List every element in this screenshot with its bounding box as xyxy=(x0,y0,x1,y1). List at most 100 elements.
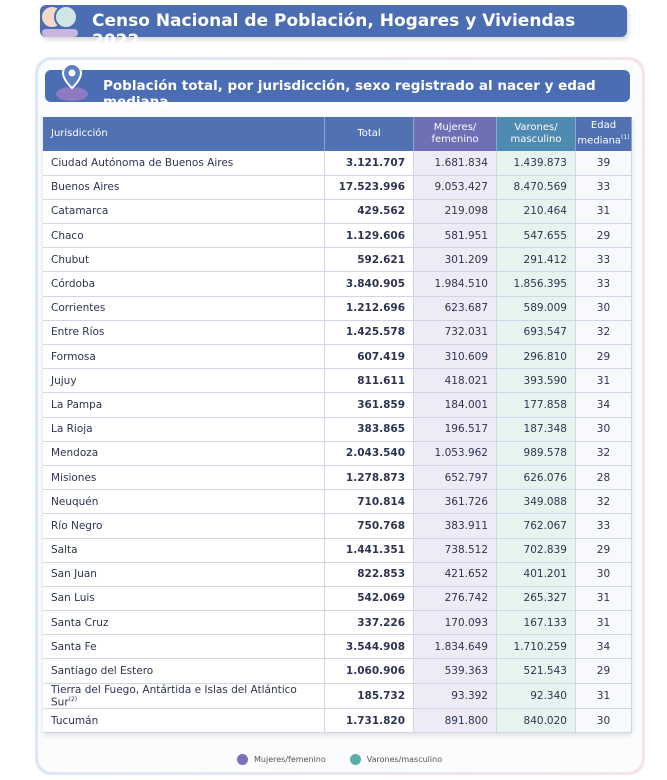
table-cell: 811.611 xyxy=(324,368,415,394)
table-cell: 167.133 xyxy=(496,610,576,636)
table-cell: 1.439.873 xyxy=(496,151,576,176)
cell-text: Salta xyxy=(51,544,78,557)
table-cell: San Juan xyxy=(43,562,326,587)
table-cell: 33 xyxy=(575,247,633,273)
table-row: Tucumán 1.731.820 891.800 840.020 30 xyxy=(43,708,633,734)
table-cell: 39 xyxy=(575,151,633,176)
table-cell: 1.278.873 xyxy=(324,465,415,491)
panel-icon xyxy=(56,62,88,101)
table-cell: 30 xyxy=(575,296,633,321)
table-cell: La Rioja xyxy=(43,417,326,442)
table-cell: 592.621 xyxy=(324,247,415,273)
table-cell: 28 xyxy=(575,465,633,491)
cell-text: 30 xyxy=(596,714,611,727)
table-cell: 337.226 xyxy=(324,610,415,636)
table-cell: Salta xyxy=(43,538,326,563)
cell-text: 1.984.510 xyxy=(434,278,488,291)
table-cell: 3.121.707 xyxy=(324,151,415,176)
table-cell: 383.911 xyxy=(413,513,497,539)
table-cell: Neuquén xyxy=(43,489,326,515)
table-cell: Buenos Aires xyxy=(43,175,326,200)
cell-text: 542.069 xyxy=(357,592,406,605)
cell-text: 30 xyxy=(596,568,611,581)
table-cell: Catamarca xyxy=(43,199,326,225)
table-cell: Santa Cruz xyxy=(43,610,326,636)
table-cell: 291.412 xyxy=(496,247,576,273)
table-cell: 310.609 xyxy=(413,344,497,370)
table-cell: 29 xyxy=(575,344,633,370)
table-cell: 34 xyxy=(575,634,633,660)
table-cell: 32 xyxy=(575,320,633,346)
table-cell: 393.590 xyxy=(496,368,576,394)
table-cell: 693.547 xyxy=(496,320,576,346)
cell-text: 1.731.820 xyxy=(345,714,406,727)
cell-text: 762.067 xyxy=(523,519,567,532)
table-cell: 401.201 xyxy=(496,562,576,587)
cell-text: 589.009 xyxy=(523,302,567,315)
table-cell: 710.814 xyxy=(324,489,415,515)
table-cell: 750.768 xyxy=(324,513,415,539)
table-cell: 30 xyxy=(575,417,633,442)
table-cell: 732.031 xyxy=(413,320,497,346)
cell-text: 30 xyxy=(596,423,611,436)
table-cell: 32 xyxy=(575,441,633,466)
cell-text: 1.425.578 xyxy=(345,326,406,339)
cell-text: 265.327 xyxy=(523,592,567,605)
table-cell: 8.470.569 xyxy=(496,175,576,200)
table-row: Chaco 1.129.606 581.951 547.655 29 xyxy=(43,223,633,249)
table-cell: 429.562 xyxy=(324,199,415,225)
cell-text: 1.681.834 xyxy=(434,156,488,169)
table-cell: 542.069 xyxy=(324,586,415,612)
cell-text: 652.797 xyxy=(444,471,488,484)
cell-text: 8.470.569 xyxy=(513,181,567,194)
table-cell: 607.419 xyxy=(324,344,415,370)
table-row: Río Negro 750.768 383.911 762.067 33 xyxy=(43,513,633,539)
column-header: Total xyxy=(324,117,415,151)
table-cell: 383.865 xyxy=(324,417,415,442)
cell-text: 623.687 xyxy=(444,302,488,315)
table-cell: 822.853 xyxy=(324,562,415,587)
cell-text: 607.419 xyxy=(357,350,406,363)
legend: Mujeres/femenino Varones/masculino xyxy=(237,754,442,765)
cell-text: Tierra del Fuego, Antártida e Islas del … xyxy=(51,683,297,709)
table-row: Santiago del Estero 1.060.906 539.363 521.5… xyxy=(43,658,633,684)
cell-text: 393.590 xyxy=(523,374,567,387)
panel-title: Población total, por jurisdicción, sexo … xyxy=(45,70,630,110)
table-cell: 93.392 xyxy=(413,683,497,710)
cell-text: 301.209 xyxy=(444,253,488,266)
cell-text: 840.020 xyxy=(523,714,567,727)
cell-text: 177.858 xyxy=(523,398,567,411)
cell-text: 33 xyxy=(596,181,611,194)
table-cell: 9.053.427 xyxy=(413,175,497,200)
cell-text: 693.547 xyxy=(523,326,567,339)
table-cell: Ciudad Autónoma de Buenos Aires xyxy=(43,151,326,176)
table-cell: 1.856.395 xyxy=(496,271,576,297)
table-cell: 196.517 xyxy=(413,417,497,442)
cell-text: Córdoba xyxy=(51,278,96,291)
table-cell: 361.726 xyxy=(413,489,497,515)
cell-text: 30 xyxy=(596,302,611,315)
cell-text: 296.810 xyxy=(523,350,567,363)
cell-text: 29 xyxy=(596,665,611,678)
table-row: Tierra del Fuego, Antártida e Islas del … xyxy=(43,683,633,710)
cell-text: 361.726 xyxy=(444,495,488,508)
column-header: Jurisdicción xyxy=(43,117,326,151)
table-cell: 1.212.696 xyxy=(324,296,415,321)
cell-text: 33 xyxy=(596,278,611,291)
table-row: Corrientes 1.212.696 623.687 589.009 30 xyxy=(43,296,633,321)
table-cell: San Luis xyxy=(43,586,326,612)
table-cell: 17.523.996 xyxy=(324,175,415,200)
cell-text: 29 xyxy=(596,544,611,557)
table-cell: 418.021 xyxy=(413,368,497,394)
cell-text: 1.278.873 xyxy=(345,471,406,484)
table-row: Santa Cruz 337.226 170.093 167.133 31 xyxy=(43,610,633,636)
cell-text: 32 xyxy=(596,447,611,460)
cell-text: Tucumán xyxy=(51,714,99,727)
cell-text: 383.865 xyxy=(357,423,406,436)
cell-text: 421.652 xyxy=(444,568,488,581)
table-cell: 989.578 xyxy=(496,441,576,466)
cell-text: 28 xyxy=(596,471,611,484)
table-cell: 1.425.578 xyxy=(324,320,415,346)
table-cell: 2.043.540 xyxy=(324,441,415,466)
footnote-mark: (2) xyxy=(68,695,78,703)
